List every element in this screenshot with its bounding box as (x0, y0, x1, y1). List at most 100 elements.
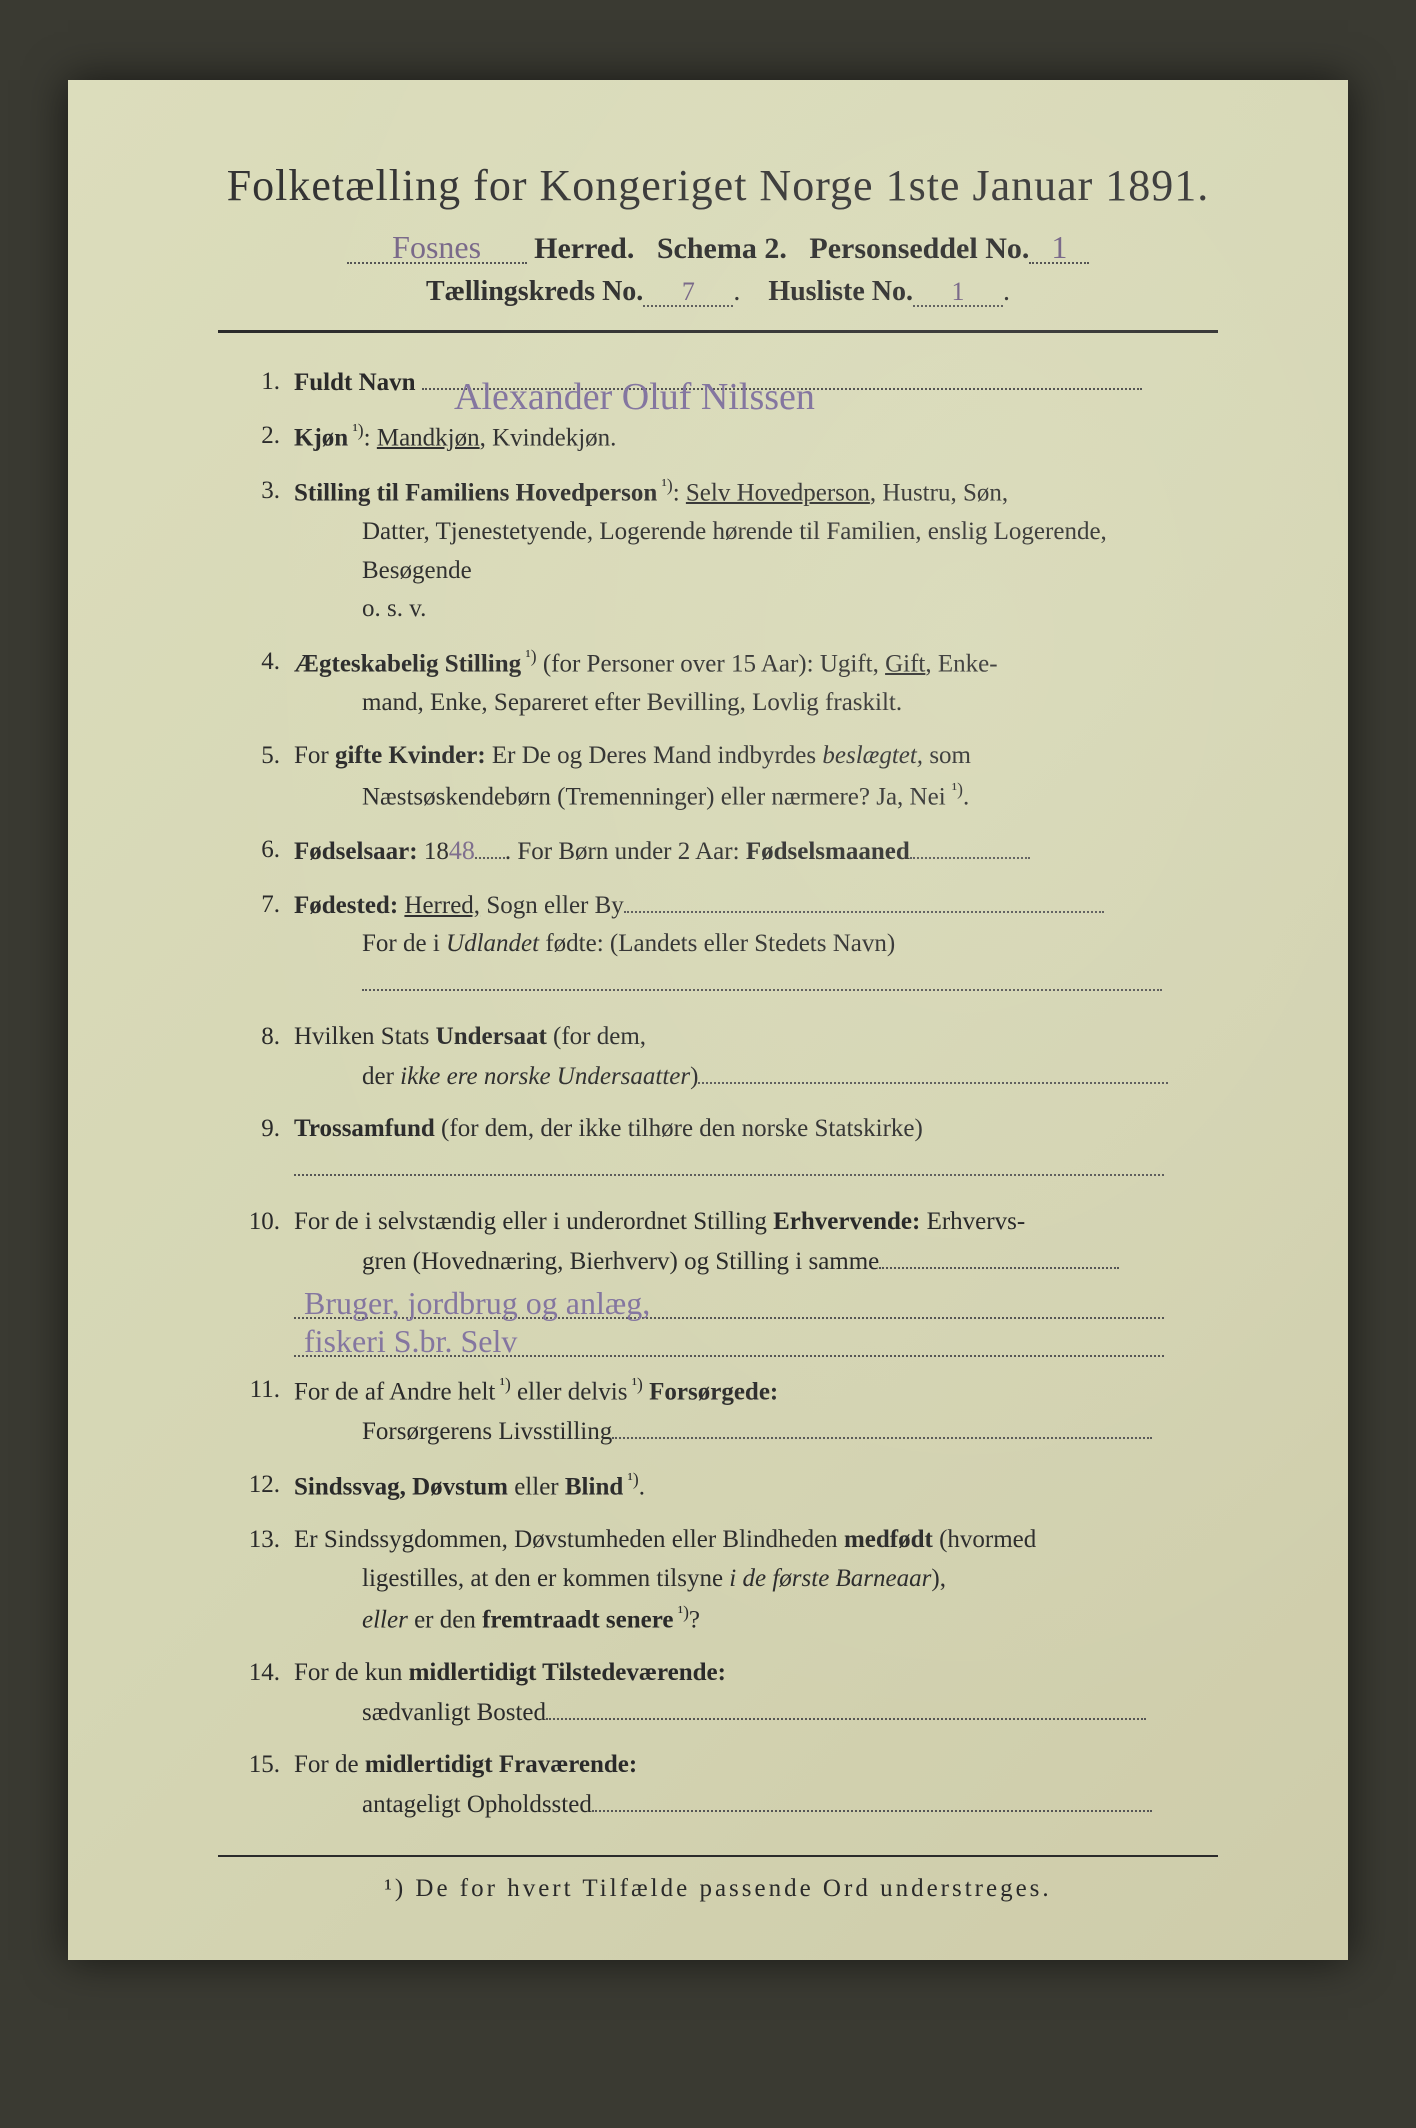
field-num: 15. (228, 1746, 294, 1825)
q13-l3b: er den (408, 1606, 482, 1633)
q8-dots (698, 1057, 1168, 1084)
q10-a: For de i selvstændig eller i underordnet… (294, 1208, 773, 1235)
q10-label: Erhvervende: (773, 1208, 920, 1235)
q13-line3: eller er den fremtraadt senere ¹)? (294, 1599, 1218, 1640)
q8-b: (for dem, (547, 1023, 646, 1050)
husliste-field: 1 (913, 276, 1003, 307)
q7-b: Sogn eller By (480, 892, 624, 919)
q6-pre: 18 (418, 838, 449, 865)
field-body: Sindssvag, Døvstum eller Blind ¹). (294, 1466, 1218, 1507)
field-num: 1. (228, 363, 294, 403)
q8-label: Undersaat (436, 1023, 547, 1050)
field-num: 6. (228, 831, 294, 872)
q1-label: Fuldt Navn (294, 369, 416, 396)
field-num: 4. (228, 643, 294, 723)
q13-a: Er Sindssygdommen, Døvstumheden eller Bl… (294, 1526, 844, 1553)
q1-line (422, 363, 1142, 390)
q6-monthdots (910, 832, 1030, 859)
q3-line2: Datter, Tjenestetyende, Logerende hørend… (294, 513, 1218, 591)
kreds-value: 7 (682, 277, 695, 306)
q7-l2a: For de i (362, 930, 446, 957)
field-body: Fødested: Herred, Sogn eller By For de i… (294, 886, 1218, 1004)
q4-line2: mand, Enke, Separeret efter Bevilling, L… (294, 684, 1218, 723)
field-body: Trossamfund (for dem, der ikke tilhøre d… (294, 1110, 1218, 1189)
field-body: Ægteskabelig Stilling ¹) (for Personer o… (294, 643, 1218, 723)
field-13: 13. Er Sindssygdommen, Døvstumheden elle… (228, 1521, 1218, 1640)
field-7: 7. Fødested: Herred, Sogn eller By For d… (228, 886, 1218, 1004)
field-5: 5. For gifte Kvinder: Er De og Deres Man… (228, 737, 1218, 817)
field-num: 5. (228, 737, 294, 817)
q7-l2b: fødte: (Landets eller Stedets Navn) (539, 930, 895, 957)
personseddel-field: 1 (1029, 229, 1089, 264)
q13-ital: i de første Barneaar (729, 1565, 931, 1592)
q11-a: For de af Andre helt (294, 1379, 495, 1406)
q8-l2b: ) (690, 1063, 698, 1090)
q8-ital: ikke ere norske Undersaatter (400, 1063, 690, 1090)
footnote-rule (218, 1855, 1218, 1857)
field-12: 12. Sindssvag, Døvstum eller Blind ¹). (228, 1466, 1218, 1507)
q2-opt-a: Mandkjøn (377, 424, 480, 451)
field-2: 2. Kjøn ¹): Mandkjøn, Kvindekjøn. (228, 417, 1218, 458)
q7-ital: Udlandet (446, 930, 539, 957)
q2-label: Kjøn (294, 424, 348, 451)
q14-dots (546, 1693, 1146, 1720)
husliste-label: Husliste No. (768, 276, 913, 307)
q12-label2: Blind (565, 1473, 623, 1500)
q7-dots (624, 886, 1104, 913)
q6-label2: Fødselsmaaned (746, 838, 910, 865)
q5-ital: beslægtet, (822, 742, 923, 769)
q10-l2: gren (Hovednæring, Bierhverv) og Stillin… (362, 1248, 879, 1275)
q15-dots (592, 1785, 1152, 1812)
field-9: 9. Trossamfund (for dem, der ikke tilhør… (228, 1110, 1218, 1189)
q7-dots2 (362, 964, 1162, 991)
field-num: 7. (228, 886, 294, 1004)
q14-l2: sædvanligt Bosted (362, 1699, 546, 1726)
field-num: 14. (228, 1654, 294, 1733)
q15-label: midlertidigt Fraværende: (365, 1751, 637, 1778)
note-mark: ¹) (627, 1374, 642, 1394)
q9-label: Trossamfund (294, 1115, 435, 1142)
note-mark: ¹) (495, 1374, 510, 1394)
field-15: 15. For de midlertidigt Fraværende: anta… (228, 1746, 1218, 1825)
census-form-page: Folketælling for Kongeriget Norge 1ste J… (68, 80, 1348, 1960)
q3-line3: o. s. v. (294, 590, 1218, 629)
field-body: Fuldt Navn Alexander Oluf Nilssen (294, 363, 1218, 403)
field-body: Stilling til Familiens Hovedperson ¹): S… (294, 472, 1218, 629)
field-8: 8. Hvilken Stats Undersaat (for dem, der… (228, 1018, 1218, 1097)
q6-year-hand: 48 (449, 836, 475, 865)
q7-label: Fødested: (294, 892, 398, 919)
q9-a: (for dem, der ikke tilhøre den norske St… (435, 1115, 923, 1142)
q13-b: (hvormed (933, 1526, 1036, 1553)
q11-label: Forsørgede: (649, 1379, 778, 1406)
q8-l2a: der (362, 1063, 400, 1090)
q3-a: Selv Hovedperson (686, 479, 870, 506)
q5-label: gifte Kvinder: (335, 742, 486, 769)
q10-line2: gren (Hovednæring, Bierhverv) og Stillin… (294, 1242, 1218, 1282)
q14-label: midlertidigt Tilstedeværende: (409, 1659, 726, 1686)
q15-line2: antageligt Opholdssted (294, 1785, 1218, 1825)
field-num: 12. (228, 1466, 294, 1507)
q13-l2b: ), (931, 1565, 946, 1592)
q11-dots (612, 1412, 1152, 1439)
personseddel-value: 1 (1051, 229, 1067, 265)
field-6: 6. Fødselsaar: 1848. For Børn under 2 Aa… (228, 831, 1218, 872)
field-num: 8. (228, 1018, 294, 1097)
form-title: Folketælling for Kongeriget Norge 1ste J… (188, 160, 1248, 211)
q14-a: For de kun (294, 1659, 409, 1686)
q12-label: Sindssvag, Døvstum (294, 1473, 508, 1500)
field-4: 4. Ægteskabelig Stilling ¹) (for Persone… (228, 643, 1218, 723)
field-num: 10. (228, 1203, 294, 1358)
note-mark: ¹) (521, 646, 536, 666)
kreds-field: 7 (643, 276, 733, 307)
note-mark: ¹) (673, 1602, 688, 1622)
field-3: 3. Stilling til Familiens Hovedperson ¹)… (228, 472, 1218, 629)
kreds-label: Tællingskreds No. (426, 276, 643, 307)
footnote: ¹) De for hvert Tilfælde passende Ord un… (188, 1875, 1248, 1903)
note-mark: ¹) (952, 779, 963, 799)
field-10: 10. For de i selvstændig eller i underor… (228, 1203, 1218, 1358)
q5-line2: Næstsøskendebørn (Tremenninger) eller næ… (294, 776, 1218, 817)
q2-opt-b: , Kvindekjøn. (480, 424, 617, 451)
q7-line2: For de i Udlandet fødte: (Landets eller … (294, 925, 1218, 964)
field-body: Er Sindssygdommen, Døvstumheden eller Bl… (294, 1521, 1218, 1640)
q6-rest: . For Børn under 2 Aar: (505, 838, 746, 865)
